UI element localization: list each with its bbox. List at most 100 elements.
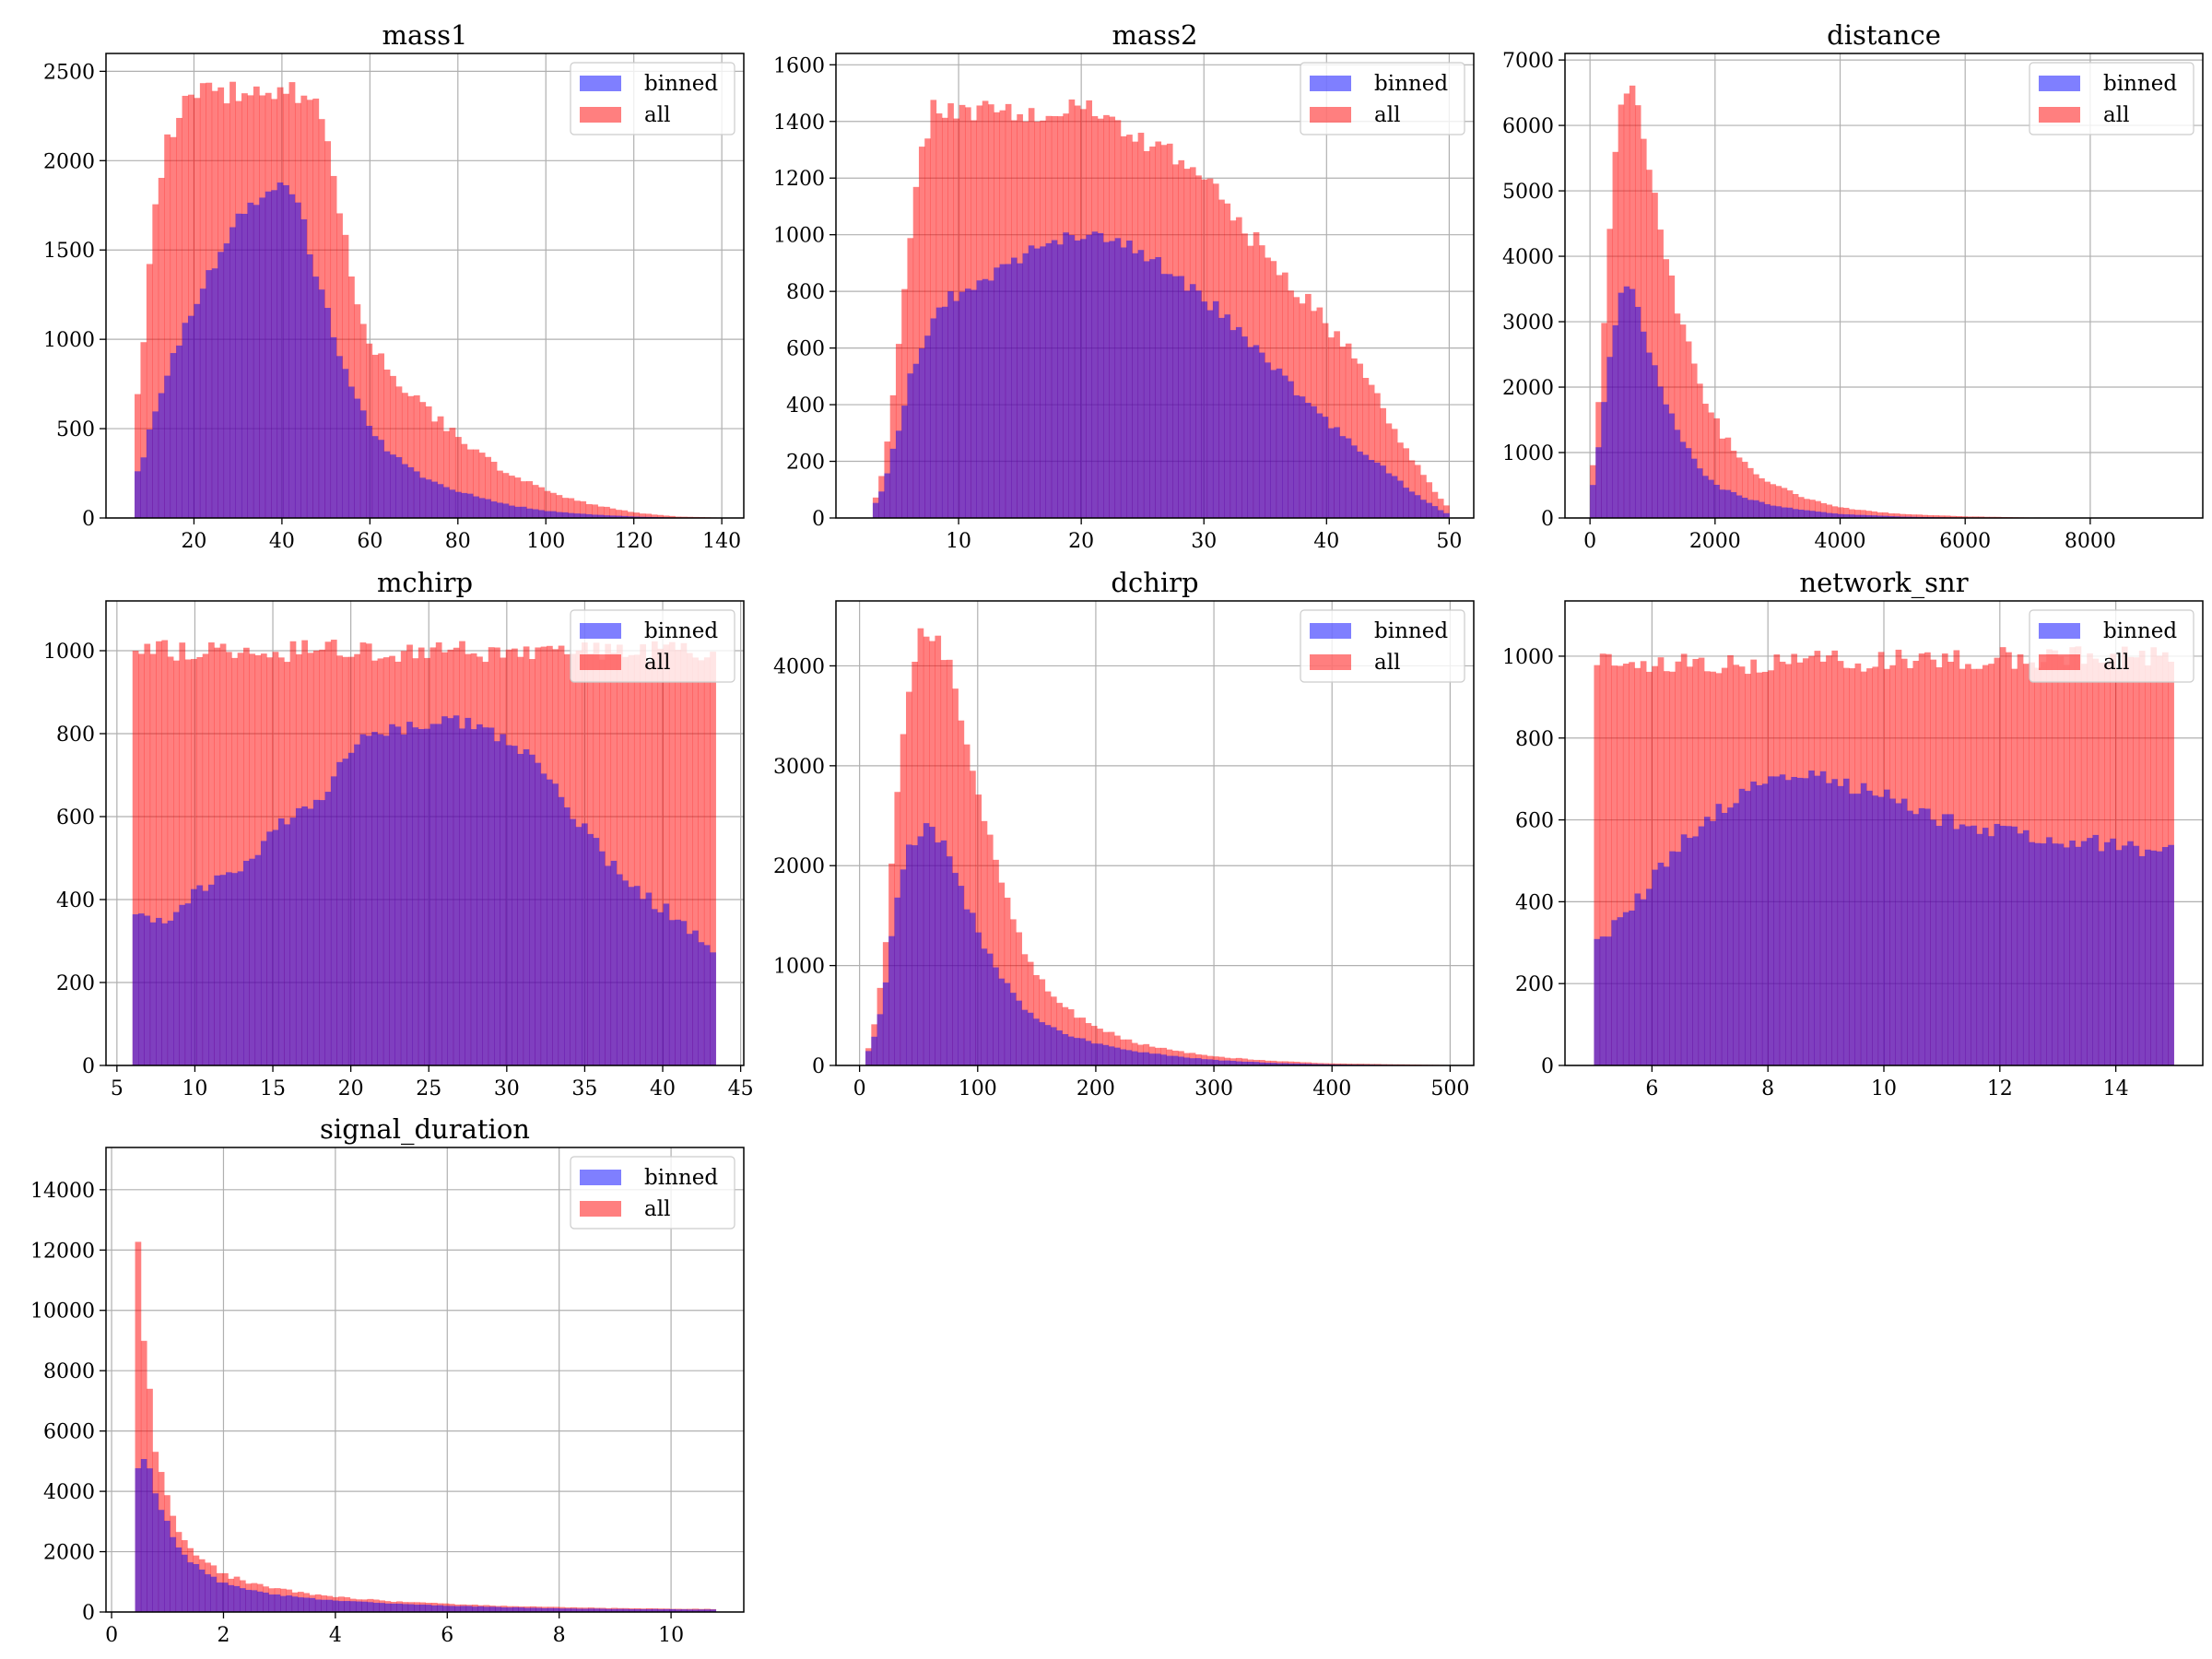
bar-binned [976,280,983,518]
bar-all [1849,509,1855,518]
bar-binned [359,410,367,518]
bar-all [1809,500,1816,518]
bar-binned [1750,781,1757,1065]
bar-binned [277,818,285,1065]
y-tick-label: 0 [812,508,825,531]
bar-binned [1109,241,1116,518]
bar-all [1674,313,1681,518]
bar-binned [633,886,641,1065]
bar-binned [884,473,891,518]
x-tick-label: 120 [615,530,653,553]
bars-mass2 [872,99,1450,519]
y-tick-label: 4000 [43,1481,95,1504]
legend-label-all: all [2103,651,2129,675]
bar-all [1691,363,1698,518]
bar-binned [266,831,274,1065]
y-tick-label: 600 [56,806,95,830]
bar-binned [371,436,379,518]
bar-binned [872,502,879,518]
bar-binned [2080,841,2088,1065]
bar-binned [216,1582,223,1612]
bar-binned [233,1585,241,1612]
y-tick-label: 1600 [773,54,825,77]
bar-binned [460,1606,467,1612]
bar-binned [164,375,171,518]
bar-binned [1160,274,1168,518]
x-tick-label: 12 [1987,1077,2013,1100]
bar-all [986,834,994,1065]
bar-binned [1860,514,1866,518]
bar-binned [156,917,162,1065]
bar-all [1713,418,1720,518]
bar-binned [628,887,635,1065]
bar-binned [291,1596,299,1612]
bar-binned [1884,789,1890,1065]
bar-binned [2156,851,2163,1065]
bar-binned [538,510,545,518]
bar-binned [478,498,486,518]
bar-all [651,641,658,1065]
bar-binned [152,1493,159,1612]
bar-binned [418,729,425,1065]
bar-binned [1815,512,1821,518]
bar-all [1826,504,1833,518]
bar-binned [692,930,699,1065]
bar-all [478,453,486,518]
bar-binned [344,1601,351,1612]
bar-binned [1786,507,1794,518]
y-tick-label: 1000 [1502,442,1554,465]
legend-swatch-binned [580,1170,621,1185]
legend-label-binned: binned [1374,619,1448,643]
bar-binned [573,513,581,518]
x-tick-label: 4000 [1815,530,1866,553]
bar-binned [336,356,343,518]
bar-all [1374,393,1381,518]
bar-binned [587,833,594,1065]
bar-all [1764,481,1771,518]
bar-binned [710,1609,717,1612]
bar-binned [1212,300,1219,518]
bar-all [173,660,180,1065]
bar-all [144,643,151,1065]
bar-binned [986,953,994,1065]
bar-binned [1305,1064,1312,1065]
bar-all [1634,667,1641,1065]
bar-binned [907,373,914,518]
bar-binned [958,886,965,1065]
bar-binned [1781,507,1788,518]
bar-all [538,487,545,518]
bar-binned [547,1607,554,1612]
bar-all [1646,671,1653,1065]
bar-binned [1051,240,1058,518]
bar-binned [964,288,971,518]
y-tick-label: 0 [1541,1055,1554,1078]
bar-binned [176,345,182,518]
bar-binned [470,729,477,1065]
y-tick-label: 2500 [43,61,95,84]
bar-binned [1640,899,1647,1065]
bar-all [1679,324,1687,518]
bar-binned [1397,480,1404,518]
bar-all [544,490,551,518]
bar-binned [1431,506,1439,518]
bar-all [1594,665,1601,1065]
bar-binned [526,508,534,518]
bar-all [1363,1064,1370,1065]
bar-binned [657,1609,665,1612]
bar-binned [1930,819,1937,1065]
bar-all [1781,488,1788,518]
bar-binned [680,1609,688,1612]
y-tick-label: 800 [1515,728,1554,751]
bar-binned [1017,263,1023,518]
bar-all [592,504,598,518]
bar-binned [512,1606,519,1612]
y-tick-label: 400 [786,394,825,418]
bar-binned [1062,1033,1069,1065]
bar-binned [1691,458,1698,518]
bar-all [1443,505,1450,518]
bar-binned [2052,843,2059,1065]
bar-all [1837,507,1844,518]
axes-frame [105,53,745,519]
bar-binned [314,1599,322,1612]
bar-all [993,859,999,1065]
